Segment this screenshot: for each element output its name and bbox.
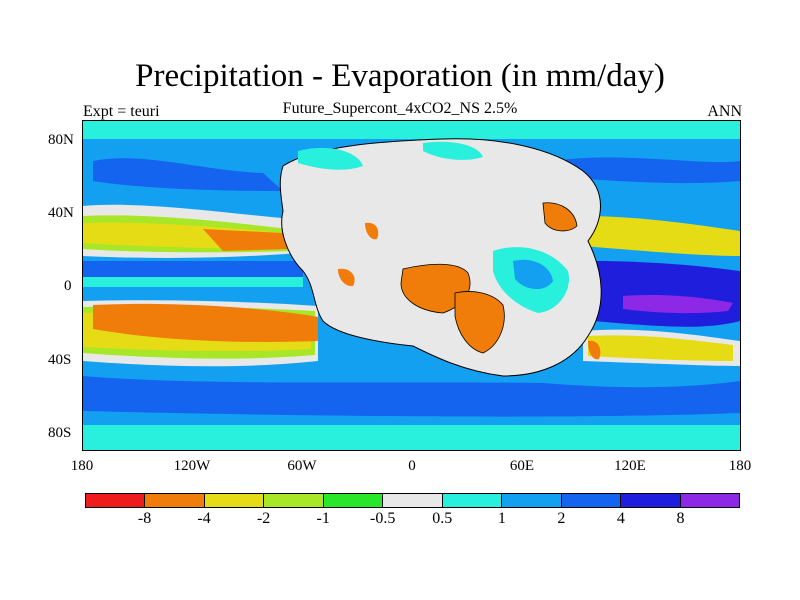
western-arid-patch <box>365 222 379 240</box>
se-coastal-arid <box>588 340 601 360</box>
supercontinent <box>279 138 602 377</box>
colorbar-label: 4 <box>616 510 625 527</box>
north-polar-band <box>83 121 740 139</box>
colorbar-label: 0.5 <box>432 510 453 527</box>
west-coast-arid-patch <box>338 268 355 287</box>
precip-evap-field <box>83 121 740 450</box>
colorbar-segment <box>383 494 443 507</box>
itcz-west <box>83 261 303 277</box>
experiment-label: Expt = teuri <box>83 103 160 120</box>
lat-tick-label: 40N <box>48 205 74 221</box>
south-storm-track <box>83 376 740 417</box>
north-storm-track <box>93 158 283 191</box>
colorbar-segment <box>621 494 681 507</box>
northern-coast-wet <box>298 147 363 170</box>
colorbar-label: -2 <box>256 510 271 527</box>
colorbar-segment <box>86 494 146 507</box>
colorbar-label: 1 <box>497 510 506 527</box>
colorbar-label: 8 <box>676 510 685 527</box>
southern-arid-region <box>454 291 505 354</box>
lat-tick-label: 40S <box>48 352 72 368</box>
colorbar-segment <box>561 494 622 507</box>
lon-tick-label: 60W <box>287 458 317 474</box>
colorbar <box>85 493 740 508</box>
map-subtitle: Future_Supercont_4xCO2_NS 2.5% <box>282 100 518 117</box>
map-plot-area <box>82 120 741 451</box>
lat-tick-label: 80S <box>48 425 72 441</box>
lon-tick-label: 60E <box>509 458 535 474</box>
eastern-wet-core <box>513 259 553 290</box>
n-subtropic-orange <box>203 229 288 251</box>
lon-tick-label: 120W <box>173 458 211 474</box>
north-east-storm-track <box>553 157 740 184</box>
ne-arid-region <box>542 202 578 232</box>
east-wet-region <box>593 261 740 327</box>
colorbar-segment <box>264 494 324 507</box>
s-subtropic-orange <box>93 303 318 342</box>
colorbar-label: -8 <box>137 510 152 527</box>
lon-tick-label: 180 <box>728 458 752 474</box>
south-polar-band <box>83 425 740 450</box>
map-title: Precipitation - Evaporation (in mm/day) <box>135 58 665 94</box>
season-label: ANN <box>707 103 742 120</box>
lat-tick-label: 80N <box>48 132 74 148</box>
colorbar-label: 2 <box>557 510 566 527</box>
colorbar-label: -1 <box>316 510 330 527</box>
colorbar-segment <box>502 494 562 507</box>
se-subtropic-yellow <box>588 335 733 361</box>
colorbar-label: -0.5 <box>370 510 396 527</box>
lat-tick-label: 0 <box>64 278 72 294</box>
north-land-wet <box>423 141 483 160</box>
ne-subtropic-yellow <box>583 216 740 256</box>
lon-tick-label: 180 <box>70 458 94 474</box>
lon-tick-label: 0 <box>408 458 416 474</box>
lon-tick-label: 120E <box>614 458 646 474</box>
colorbar-segment <box>204 494 265 507</box>
east-purple-core <box>623 294 733 314</box>
colorbar-segment <box>145 494 205 507</box>
colorbar-segment <box>442 494 503 507</box>
itcz-edge <box>83 277 303 287</box>
colorbar-segment <box>680 494 739 507</box>
colorbar-segment <box>323 494 384 507</box>
colorbar-label: -4 <box>197 510 211 527</box>
